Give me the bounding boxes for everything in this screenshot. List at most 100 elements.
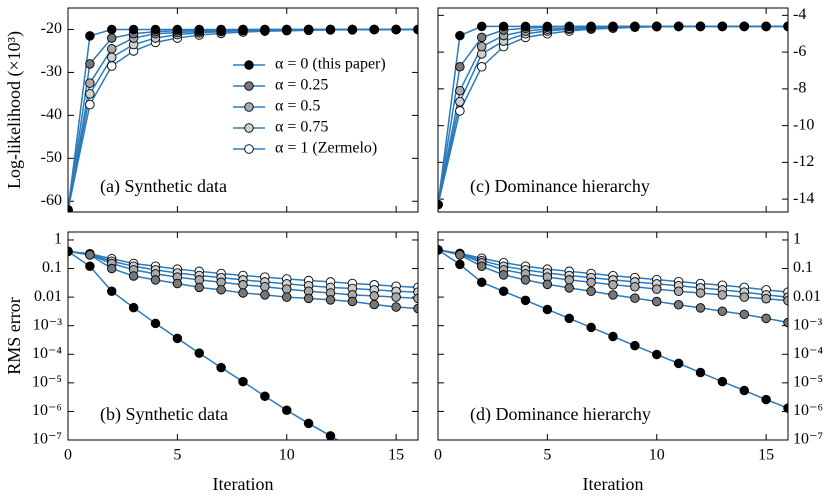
plot-frame xyxy=(437,7,789,213)
x-tick-label: 5 xyxy=(173,447,181,464)
data-point xyxy=(586,286,596,297)
data-point xyxy=(106,263,117,274)
plot-frame xyxy=(67,231,419,441)
data-point xyxy=(303,418,314,429)
data-point xyxy=(783,317,788,328)
data-point xyxy=(325,24,336,35)
plot-area xyxy=(438,245,788,413)
y-tick-label: -14 xyxy=(793,190,814,207)
data-point xyxy=(303,293,314,304)
data-point xyxy=(392,473,401,482)
data-point xyxy=(413,303,418,314)
data-point xyxy=(717,376,728,387)
data-point xyxy=(391,302,401,312)
x-tick-label: 5 xyxy=(543,447,551,464)
legend-label: α = 0.5 xyxy=(275,98,320,115)
data-point xyxy=(347,296,358,307)
y-tick-label: 1 xyxy=(793,231,801,248)
data-point xyxy=(652,284,662,294)
data-point xyxy=(739,385,750,396)
data-point xyxy=(542,304,553,315)
x-axis-label: Iteration xyxy=(583,474,644,494)
data-point xyxy=(652,296,662,307)
data-point xyxy=(194,24,204,35)
legend-marker xyxy=(244,81,254,91)
data-point xyxy=(238,280,248,290)
data-point xyxy=(106,61,117,71)
data-point xyxy=(348,444,357,453)
data-point xyxy=(608,280,618,290)
data-point xyxy=(652,349,662,360)
data-point xyxy=(455,106,465,116)
data-point xyxy=(717,21,728,32)
data-point xyxy=(455,85,465,96)
plot-area xyxy=(68,246,423,496)
y-tick-label: 0.1 xyxy=(793,259,813,276)
data-point xyxy=(695,21,706,32)
data-point xyxy=(216,24,226,35)
data-point xyxy=(477,62,487,72)
data-point xyxy=(260,24,270,35)
data-point xyxy=(260,391,270,401)
data-point xyxy=(150,24,161,35)
data-point xyxy=(455,62,465,72)
data-point xyxy=(347,24,358,35)
y-tick-label: 0.01 xyxy=(793,288,821,305)
data-point xyxy=(325,431,336,440)
y-tick-label: -30 xyxy=(41,63,62,80)
data-point xyxy=(761,21,771,32)
data-point xyxy=(150,318,161,329)
legend-marker xyxy=(244,144,254,154)
y-tick-label: -4 xyxy=(793,6,806,23)
x-tick-label: 10 xyxy=(279,447,295,464)
data-point xyxy=(498,286,509,297)
data-point xyxy=(761,394,771,405)
data-point xyxy=(477,41,487,52)
x-tick-label: 15 xyxy=(758,447,774,464)
data-point xyxy=(391,24,401,35)
legend-marker xyxy=(244,123,254,133)
data-point xyxy=(216,285,226,295)
data-point xyxy=(542,21,553,32)
y-tick-label: -8 xyxy=(793,80,806,97)
data-point xyxy=(414,487,423,496)
legend-label: α = 0.25 xyxy=(275,77,328,94)
data-point xyxy=(369,24,380,35)
data-point xyxy=(172,333,183,344)
data-point xyxy=(673,300,684,310)
y-tick-label: -50 xyxy=(41,149,62,166)
data-point xyxy=(564,313,575,324)
data-point xyxy=(85,59,95,69)
data-point xyxy=(216,362,226,373)
data-point xyxy=(238,24,248,35)
data-point xyxy=(325,295,336,305)
data-point xyxy=(413,293,418,304)
panel-label: (d) Dominance hierarchy xyxy=(470,404,651,425)
data-point xyxy=(106,24,117,35)
data-point xyxy=(106,52,117,63)
legend-label: α = 0.75 xyxy=(275,119,328,136)
data-point xyxy=(477,32,487,43)
plot-area xyxy=(438,21,788,210)
data-point xyxy=(128,271,139,281)
data-point xyxy=(739,309,750,320)
data-point xyxy=(282,284,292,294)
data-point xyxy=(477,21,487,32)
data-point xyxy=(586,322,596,333)
data-point xyxy=(542,279,553,290)
x-tick-label: 0 xyxy=(64,447,72,464)
data-point xyxy=(413,24,418,35)
data-point xyxy=(106,44,117,54)
data-point xyxy=(783,295,788,306)
y-tick-label: 10⁻⁴ xyxy=(32,345,62,362)
data-point xyxy=(238,376,248,387)
panel-label: (c) Dominance hierarchy xyxy=(470,176,650,197)
data-point xyxy=(630,340,640,351)
data-point xyxy=(128,302,139,313)
legend-label: α = 1 (Zermelo) xyxy=(275,140,377,157)
data-point xyxy=(695,288,706,298)
data-point xyxy=(172,24,183,35)
data-point xyxy=(520,275,531,285)
x-tick-label: 15 xyxy=(388,447,404,464)
